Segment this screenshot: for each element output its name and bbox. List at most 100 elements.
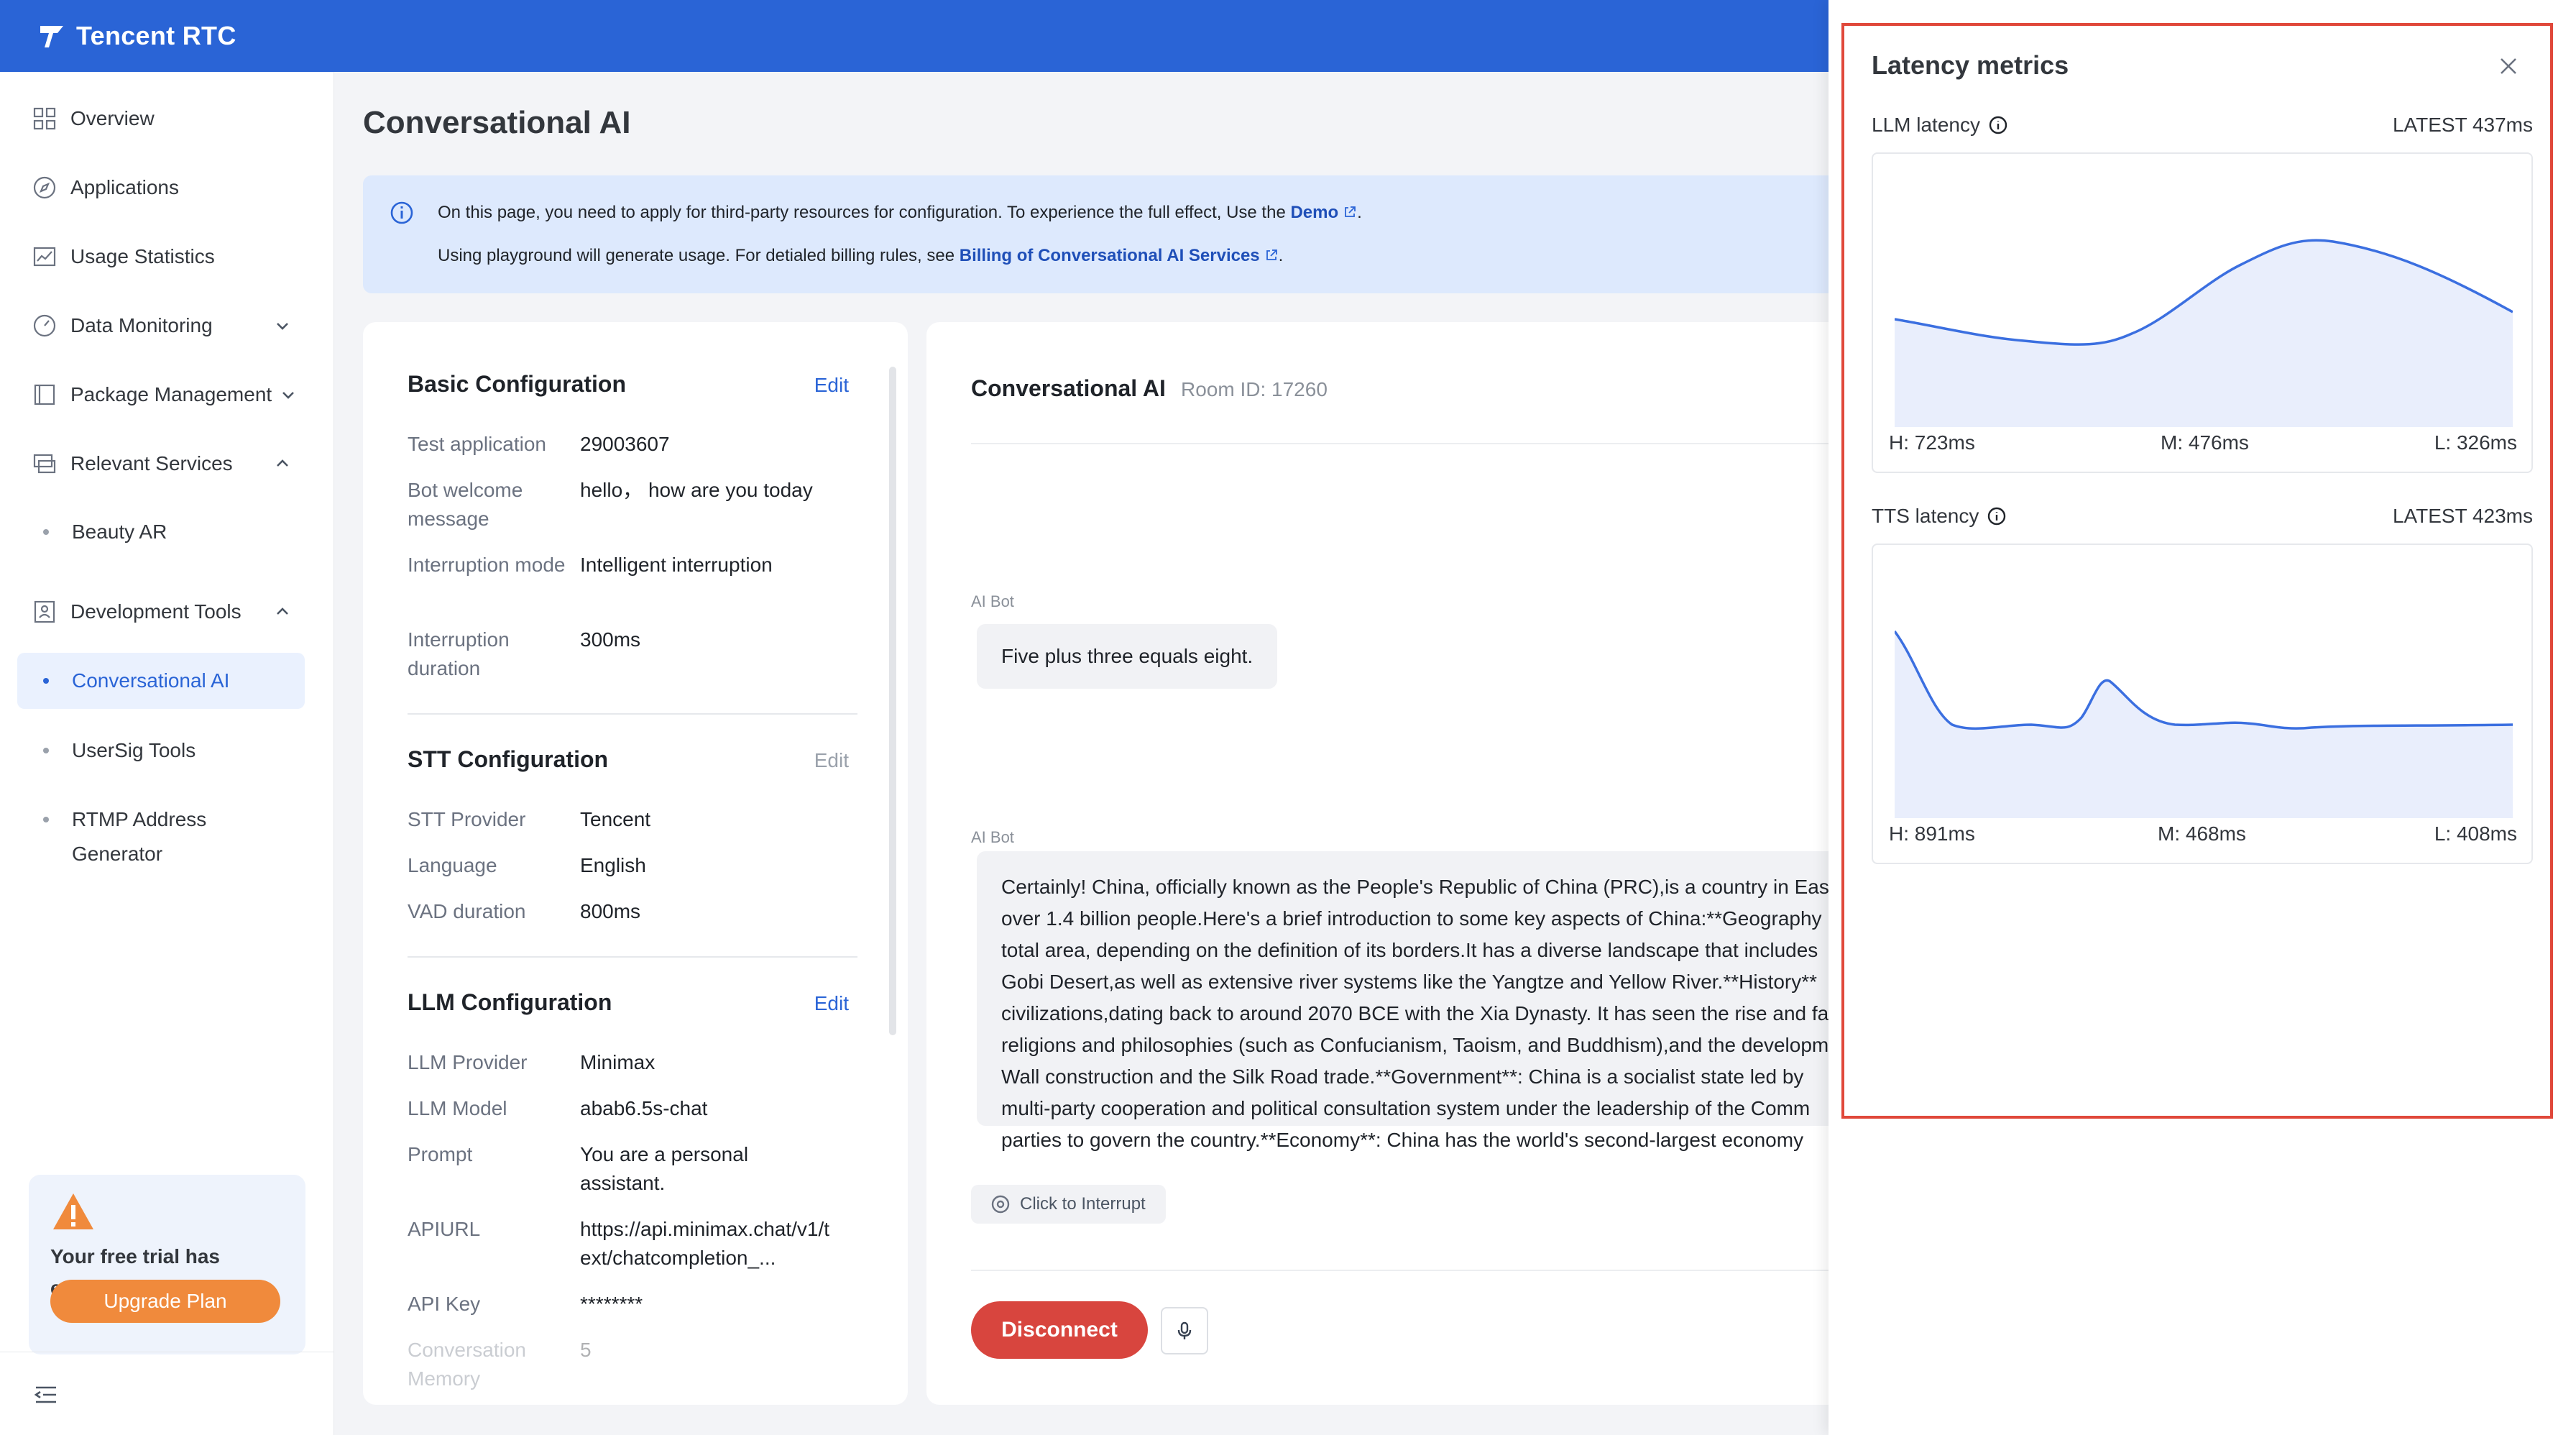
latency-metrics-drawer [1828,0,2576,1435]
sidebar-item-development-tools[interactable]: Development Tools [17,584,305,640]
tts-latency-chart: H: 891ms M: 468ms L: 408ms [1872,544,2533,864]
metric-name: LLM latency [1872,114,1980,136]
brand-logo[interactable]: Tencent RTC [36,16,236,56]
room-id: Room ID: 17260 [1181,378,1328,400]
gauge-icon [30,311,59,340]
tts-high-stat: H: 891ms [1889,822,1975,845]
chevron-down-icon[interactable] [272,315,293,336]
section-divider [408,713,857,715]
sidebar-item-applications[interactable]: Applications [17,160,305,216]
click-to-interrupt-button[interactable]: Click to Interrupt [971,1185,1166,1224]
kv-label: Language [408,854,497,876]
bullet-dot [43,817,49,822]
tts-latency-sparkline [1895,630,2513,818]
kv-label: Conversation Memory [408,1339,526,1390]
sidebar-item-label: Data Monitoring [70,314,213,336]
message-line: over 1.4 billion people.Here's a brief i… [1001,907,1822,930]
llm-config-edit-button[interactable]: Edit [814,992,849,1014]
sidebar-item-label: Overview [70,107,155,129]
kv-label: Bot welcome message [408,479,523,530]
bullet-dot [43,529,49,535]
kv-label: Interruption duration [408,628,510,679]
llm-latency-chart: H: 723ms M: 476ms L: 326ms [1872,152,2533,473]
chevron-up-icon[interactable] [272,601,293,623]
info-notice: On this page, you need to apply for thir… [363,175,1872,293]
sidebar-item-usersig-tools[interactable]: UserSig Tools [17,733,305,768]
kv-value: hello， how are you today [580,479,813,501]
chat-footer-divider [971,1270,1920,1271]
sidebar-item-beauty-ar[interactable]: Beauty AR [17,515,305,549]
demo-link[interactable]: Demo [1290,203,1357,222]
interrupt-label: Click to Interrupt [1020,1194,1146,1214]
info-icon[interactable] [1987,114,2009,136]
microphone-button[interactable] [1161,1307,1208,1354]
sidebar-item-label: Beauty AR [72,521,167,543]
grid-icon [30,104,59,133]
close-icon[interactable] [2496,53,2521,79]
notice-text: On this page, you need to apply for thir… [438,203,1291,222]
sidebar-item-label: Conversational AI [72,669,230,692]
kv-value: ******** [580,1293,643,1315]
microphone-icon [1177,1321,1192,1339]
llm-config-title: LLM Configuration [408,989,612,1015]
llm-mid-stat: M: 476ms [2161,431,2249,454]
message-line: Certainly! China, officially known as th… [1001,876,1835,898]
stt-config-edit-button[interactable]: Edit [814,749,849,771]
message-line: Wall construction and the Silk Road trad… [1001,1065,1804,1088]
disconnect-button[interactable]: Disconnect [971,1301,1148,1359]
sidebar-item-label: Applications [70,176,179,198]
llm-latest-value: LATEST 437ms [2392,114,2533,136]
kv-value: Tencent [580,808,651,830]
sidebar-item-label: Relevant Services [70,452,233,474]
collapse-menu-icon[interactable] [33,1382,59,1408]
external-link-icon [1266,249,1277,260]
message-line: total area, depending on the definition … [1001,939,1818,961]
kv-value: English [580,854,646,876]
stt-config-title: STT Configuration [408,746,609,772]
message-line: parties to govern the country.**Economy*… [1001,1129,1804,1151]
external-link-icon [1345,206,1356,217]
configuration-panel: Basic Configuration Edit Test applicatio… [363,322,908,1405]
kv-value: 29003607 [580,433,670,455]
llm-high-stat: H: 723ms [1889,431,1975,454]
tts-low-stat: L: 408ms [2434,822,2517,845]
kv-label: VAD duration [408,900,526,922]
sidebar-item-label: Package Management [70,383,272,405]
sidebar-item-usage-statistics[interactable]: Usage Statistics [17,229,305,285]
page-title: Conversational AI [363,105,631,140]
sidebar-item-conversational-ai[interactable]: Conversational AI [17,653,305,709]
basic-config-edit-button[interactable]: Edit [814,374,849,396]
scrollbar[interactable] [889,367,896,1035]
chevron-down-icon[interactable] [277,384,299,405]
sidebar-item-relevant-services[interactable]: Relevant Services [17,436,305,492]
sidebar-item-overview[interactable]: Overview [17,91,305,147]
info-icon[interactable] [1986,505,2007,527]
kv-label: API Key [408,1293,481,1315]
kv-value: You are a personal assistant. [580,1143,749,1194]
kv-value: Intelligent interruption [580,554,773,576]
trial-ended-card: Your free trial has ended. Upgrade Plan [29,1175,305,1354]
kv-label: STT Provider [408,808,526,830]
chevron-up-icon[interactable] [272,453,293,474]
info-icon [390,201,413,224]
kv-value: https://api.minimax.chat/v1/text/chatcom… [580,1218,830,1269]
billing-link[interactable]: Billing of Conversational AI Services [960,246,1279,265]
chat-header-divider [971,443,1920,444]
sidebar-item-label: Development Tools [70,600,242,623]
notice-text: . [1278,246,1284,265]
sidebar-item-data-monitoring[interactable]: Data Monitoring [17,298,305,354]
sidebar-item-package-management[interactable]: Package Management [17,367,305,423]
llm-latency-label: LLM latency [1872,114,2009,137]
brand-name: Tencent RTC [76,21,236,50]
kv-value: abab6.5s-chat [580,1097,708,1119]
message-line: multi-party cooperation and political co… [1001,1097,1811,1119]
upgrade-plan-button[interactable]: Upgrade Plan [50,1280,280,1323]
chat-title: Conversational AI [971,375,1166,401]
sidebar-item-label: UserSig Tools [72,739,196,761]
sidebar-item-rtmp-address-generator[interactable]: RTMP Address Generator [17,802,305,871]
notice-line-1: On this page, you need to apply for thir… [438,200,1362,226]
kv-label: LLM Model [408,1097,507,1119]
kv-value: 5 [580,1339,592,1361]
sidebar-item-label: RTMP Address [72,808,207,830]
message-line: Gobi Desert,as well as extensive river s… [1001,971,1818,993]
